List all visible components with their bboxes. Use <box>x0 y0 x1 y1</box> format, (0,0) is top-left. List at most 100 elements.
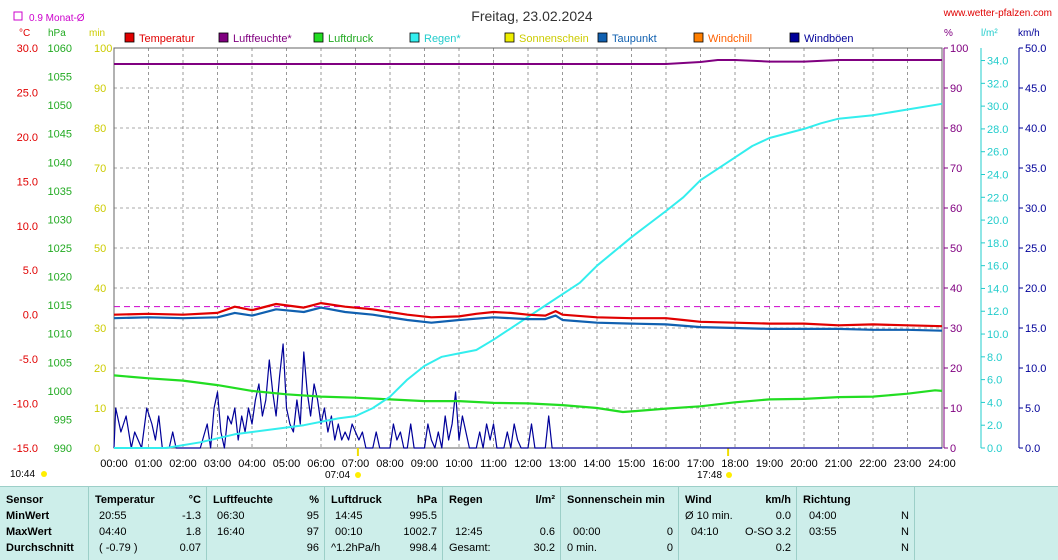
min-tick: 20 <box>94 363 106 375</box>
unit-min: min <box>89 28 105 39</box>
min-tick: 10 <box>94 403 106 415</box>
min-tick: 0 <box>94 443 100 455</box>
series-line-windben <box>113 343 942 449</box>
min-value: 995.5 <box>409 510 437 522</box>
total-label: Gesamt: <box>449 542 491 554</box>
time-tick: 18:00 <box>721 458 749 470</box>
rain-tick: 2.0 <box>987 420 1002 432</box>
row-label-sensor: Sensor <box>6 494 44 506</box>
kmh-tick: 20.0 <box>1025 283 1046 295</box>
hpa-tick: 1045 <box>48 129 72 141</box>
min-time: 04:00 <box>809 510 837 522</box>
hpa-tick: 1005 <box>48 357 72 369</box>
pct-tick: 40 <box>950 283 962 295</box>
col-head: Luftdruck <box>331 494 382 506</box>
total-value: 30.2 <box>533 542 555 554</box>
rain-tick: 12.0 <box>987 306 1008 318</box>
rain-tick: 30.0 <box>987 101 1008 113</box>
hpa-tick: 1035 <box>48 186 72 198</box>
time-tick: 19:00 <box>756 458 784 470</box>
col-head: Sonnenschein min <box>567 494 665 506</box>
max-time: 04:10 <box>691 526 719 538</box>
col-unit: hPa <box>416 494 437 506</box>
col-labels: Sensor MinWert MaxWert Durchschnitt <box>0 487 88 560</box>
col-luftdruck: Luftdruck hPa 14:45 995.5 00:10 1002.7 ^… <box>324 487 443 560</box>
unit-hpa: hPa <box>48 28 66 39</box>
left-axes: 30.0 25.0 20.0 15.0 10.0 5.0 0.0 -5.0 -10.0 -15.0… <box>13 43 112 455</box>
legend-swatch <box>597 32 608 43</box>
max-direction: O-SO <box>745 526 774 538</box>
site-url[interactable]: www.wetter-pfalzen.com <box>943 8 1052 19</box>
col-sonnenschein: Sonnenschein min 00:00 0 0 min. 0 <box>560 487 679 560</box>
rain-tick: 16.0 <box>987 261 1008 273</box>
avg-value: N <box>901 542 909 554</box>
rain-tick: 8.0 <box>987 352 1002 364</box>
rain-tick: 10.0 <box>987 329 1008 341</box>
series-line-taupunkt <box>113 306 943 332</box>
hpa-tick: 1015 <box>48 300 72 312</box>
hpa-tick: 995 <box>54 414 72 426</box>
kmh-tick: 10.0 <box>1025 363 1046 375</box>
min-value: N <box>901 510 909 522</box>
hpa-tick: 1020 <box>48 272 72 284</box>
right-axes: 100908070605040302010034.032.030.028.026… <box>943 43 1046 455</box>
total-label: 0 min. <box>567 542 597 554</box>
max-time: 04:40 <box>99 526 127 538</box>
pct-tick: 0 <box>950 443 956 455</box>
time-tick: 13:00 <box>549 458 577 470</box>
max-time: 00:00 <box>573 526 601 538</box>
avg-value: 998.4 <box>409 542 437 554</box>
sunset-time: 17:48 <box>697 470 722 481</box>
max-value: 0.6 <box>539 526 555 538</box>
time-tick: 07:00 <box>342 458 370 470</box>
unit-pct: % <box>944 28 953 39</box>
legend-swatch <box>313 32 324 43</box>
col-luftfeuchte: Luftfeuchte % 06:30 95 16:40 97 96 <box>206 487 325 560</box>
min-tick: 40 <box>94 283 106 295</box>
avg-note: ( -0.79 ) <box>99 542 138 554</box>
time-tick: 10:00 <box>445 458 473 470</box>
time-tick: 23:00 <box>894 458 922 470</box>
pct-tick: 100 <box>950 43 968 55</box>
rain-tick: 18.0 <box>987 238 1008 250</box>
kmh-tick: 25.0 <box>1025 243 1046 255</box>
legend-label: Windböen <box>804 33 854 45</box>
temp-tick: 15.0 <box>17 176 38 188</box>
site-link[interactable]: www.wetter-pfalzen.com <box>943 8 1052 19</box>
hpa-tick: 1000 <box>48 386 72 398</box>
time-tick: 01:00 <box>135 458 163 470</box>
hpa-tick: 1025 <box>48 243 72 255</box>
hpa-tick: 1030 <box>48 214 72 226</box>
max-time: 03:55 <box>809 526 837 538</box>
time-tick: 03:00 <box>204 458 232 470</box>
sunset-icon <box>726 472 732 478</box>
time-tick: 16:00 <box>652 458 680 470</box>
max-value: 0 <box>666 526 673 538</box>
time-tick: 06:00 <box>307 458 335 470</box>
col-head: Richtung <box>803 494 851 506</box>
col-wind: Wind km/h Ø 10 min. 0.0 04:10 O-SO 3.2 0… <box>678 487 797 560</box>
rain-tick: 28.0 <box>987 124 1008 136</box>
time-tick: 09:00 <box>411 458 439 470</box>
unit-kmh: km/h <box>1018 28 1040 39</box>
row-label-max: MaxWert <box>6 526 52 538</box>
trend-note: ^1.2hPa/h <box>331 542 381 554</box>
pct-tick: 20 <box>950 363 962 375</box>
temp-tick: 25.0 <box>17 87 38 99</box>
time-tick: 24:00 <box>928 458 956 470</box>
series-line-temperatur <box>113 302 943 328</box>
col-regen: Regen l/m² 12:45 0.6 Gesamt: 30.2 <box>442 487 561 560</box>
min-tick: 80 <box>94 123 106 135</box>
col-unit: l/m² <box>535 494 555 506</box>
monat-marker-icon <box>13 11 23 21</box>
legend-label: Windchill <box>708 33 752 45</box>
hpa-tick: 1040 <box>48 157 72 169</box>
time-axis: 00:00 01:00 02:00 03:00 04:00 05:00 06:00 07:00… <box>100 448 956 470</box>
rain-tick: 4.0 <box>987 397 1002 409</box>
pct-tick: 60 <box>950 203 962 215</box>
time-tick: 15:00 <box>618 458 646 470</box>
hpa-tick: 1050 <box>48 100 72 112</box>
max-value: 1.8 <box>185 526 201 538</box>
col-unit: km/h <box>765 494 791 506</box>
max-time: 12:45 <box>455 526 483 538</box>
